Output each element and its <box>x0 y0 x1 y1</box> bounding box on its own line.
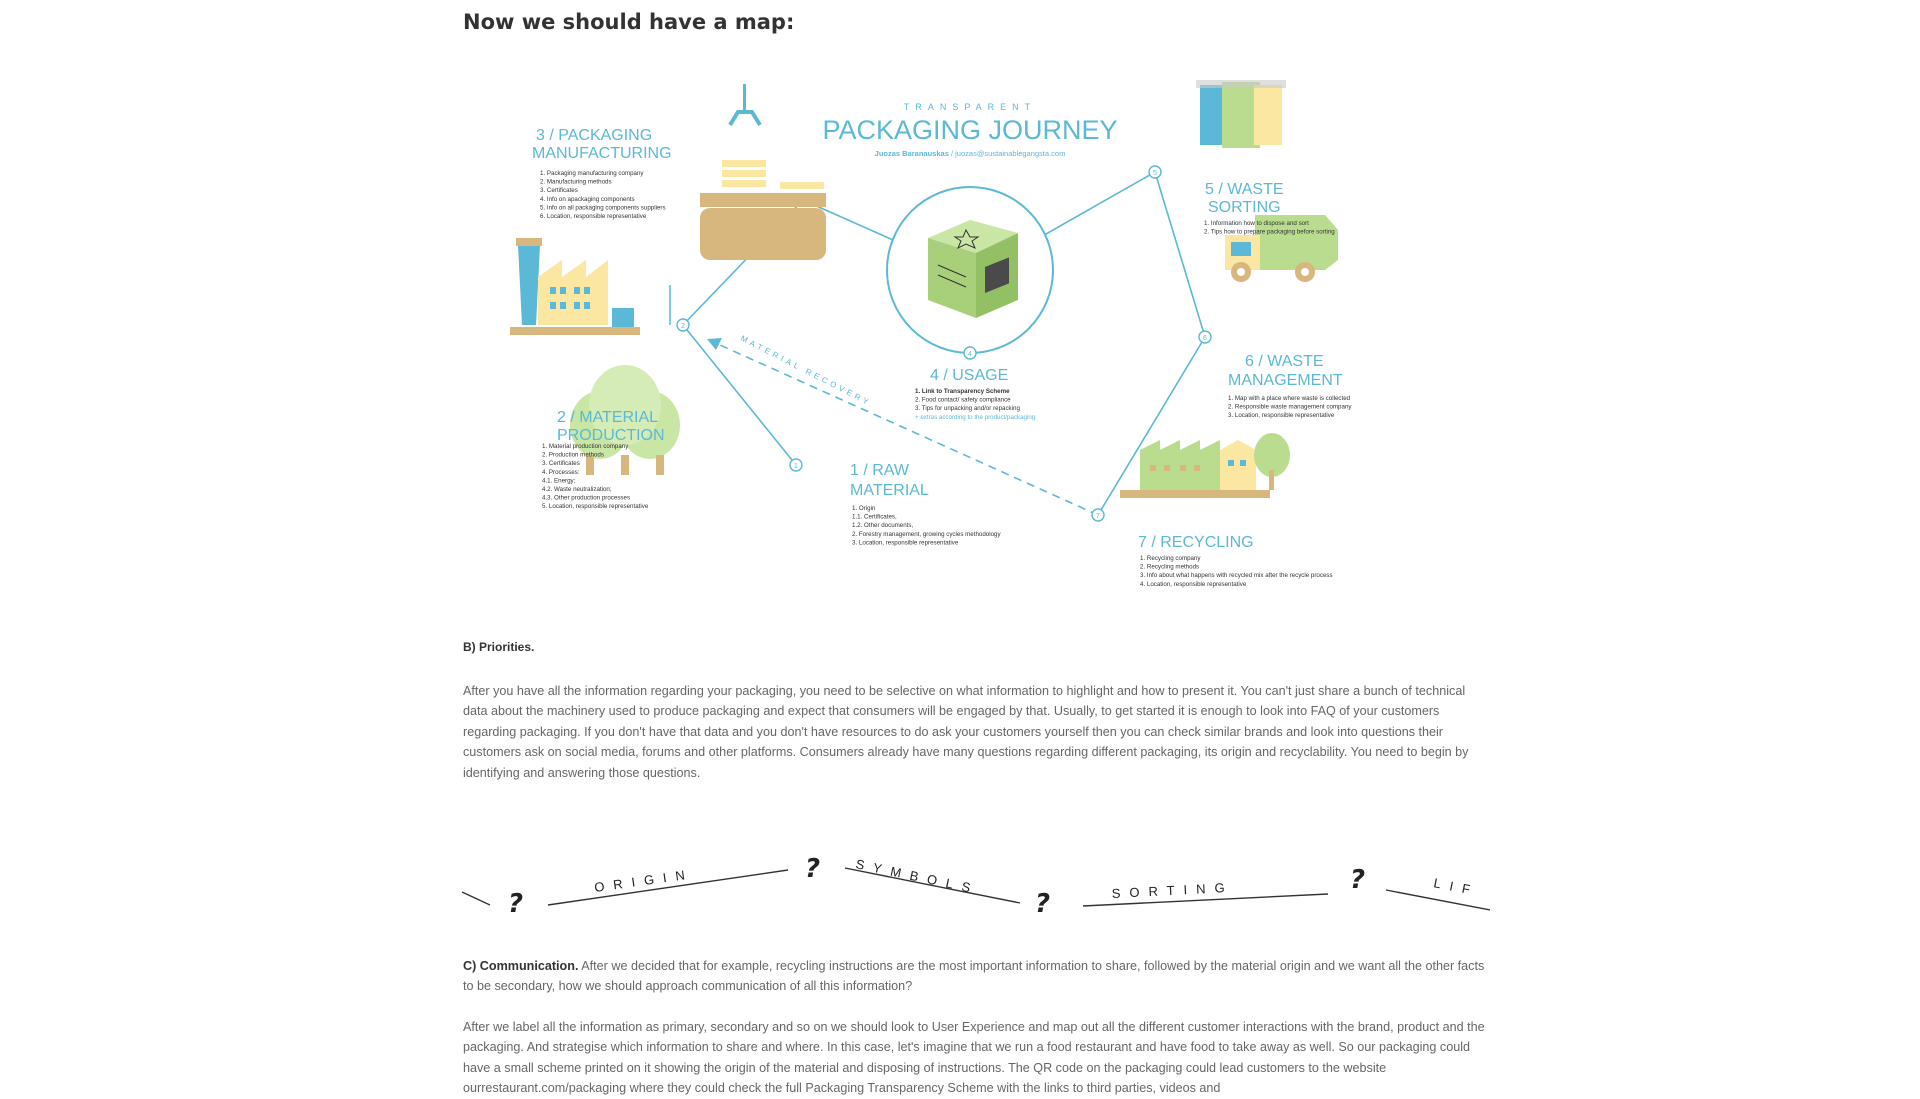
stage-usage-item: + extras according to the product/packag… <box>915 414 1036 421</box>
infographic-title: PACKAGING JOURNEY <box>822 115 1117 145</box>
stage-raw-item: 1. Origin <box>852 505 876 512</box>
ux-paragraph: After we label all the information as pr… <box>463 1020 1485 1096</box>
stage-usage-item: 3. Tips for unpacking and/or repacking <box>915 405 1020 412</box>
stage-packaging-item: 5. Info on all packaging components supp… <box>540 204 666 211</box>
word-sorting: SORTING <box>1111 880 1234 901</box>
trees-icon <box>570 365 680 475</box>
marker-7: 7 <box>1096 513 1100 520</box>
stage-waste-item: 1. Map with a place where waste is colle… <box>1228 395 1351 402</box>
stage-raw-item: 1.1. Certificates, <box>852 514 897 521</box>
stage-material-item: 5. Location, responsible representative <box>542 503 649 510</box>
question-mark-3: ? <box>1035 889 1050 919</box>
stage-raw-item: 3. Location, responsible representative <box>852 539 959 546</box>
recycling-factory-icon <box>1120 380 1290 498</box>
question-mark-2: ? <box>805 854 820 884</box>
priorities-paragraph: After you have all the information regar… <box>463 684 1469 780</box>
stage-usage-item: 1. Link to Transparency Scheme <box>915 388 1010 395</box>
stage-raw-item: 2. Forestry management, growing cycles m… <box>852 531 1001 538</box>
stage-recycling-item: 4. Location, responsible representative <box>1140 581 1247 588</box>
word-symbols: SYMBOLS <box>854 856 980 897</box>
communication-text: After we decided that for example, recyc… <box>463 959 1485 994</box>
question-mark-1: ? <box>508 889 523 919</box>
waste-truck-icon <box>1225 215 1338 282</box>
communication-paragraph: C) Communication. After we decided that … <box>463 956 1485 997</box>
stage-usage-item: 2. Food contact/ safety compliance <box>915 397 1011 404</box>
stage-sorting-item: 2. Tips how to prepare packaging before … <box>1204 229 1335 236</box>
stage-3-title-line1: 3 / PACKAGING <box>536 127 652 144</box>
arc-label: MATERIAL RECOVERY <box>739 334 873 408</box>
stage-recycling-item: 1. Recycling company <box>1140 555 1201 562</box>
stage-material-item: 4.3. Other production processes <box>542 495 630 502</box>
stage-packaging-item: 6. Location, responsible representative <box>540 213 647 220</box>
stage-packaging-item: 3. Certificates <box>540 187 578 194</box>
stage-sorting-item: 1. Information how to dispose and sort <box>1204 220 1309 227</box>
stage-packaging-item: 4. Info on apackaging components <box>540 196 635 203</box>
stage-6-title-line2: MANAGEMENT <box>1228 372 1343 389</box>
priorities-title: B) Priorities. <box>463 640 535 654</box>
stage-material-item: 2. Production methods <box>542 452 604 459</box>
marker-1: 1 <box>794 463 798 470</box>
word-lif: LIF <box>1432 875 1480 898</box>
stage-material-item: 4. Processes: <box>542 469 580 476</box>
stage-3-title-line2: MANUFACTURING <box>532 145 672 162</box>
stage-5-title-line2: SORTING <box>1208 199 1281 216</box>
stage-4-title: 4 / USAGE <box>930 367 1008 384</box>
stage-1-title-line2: MATERIAL <box>850 482 929 499</box>
waste-bins-icon <box>1196 80 1286 148</box>
communication-title: C) Communication. <box>463 959 579 973</box>
stage-2-title-line2: PRODUCTION <box>557 427 665 444</box>
stage-material-item: 1. Material production company <box>542 443 629 450</box>
stage-waste-item: 2. Responsible waste management company <box>1228 404 1352 411</box>
stage-2-title-line1: 2 / MATERIAL <box>557 409 658 426</box>
infographic-credit: Juozas Baranauskas / juozas@sustainableg… <box>875 149 1066 158</box>
stage-recycling-item: 2. Recycling methods <box>1140 564 1199 571</box>
question-mark-4: ? <box>1350 865 1365 895</box>
box-icon <box>928 220 1018 318</box>
stage-raw-item: 1.2. Other documents, <box>852 522 914 529</box>
marker-2: 2 <box>681 323 685 330</box>
stage-material-item: 4.2. Waste neutralization; <box>542 486 612 493</box>
factory-icon <box>510 238 671 335</box>
questions-word-strip: ? ? ? ? ORIGIN SYMBOLS SORTING LIF <box>461 854 1490 919</box>
stage-packaging-item: 2. Manufacturing methods <box>540 179 612 186</box>
infographic-kicker: TRANSPARENT <box>904 102 1036 112</box>
marker-5: 5 <box>1153 170 1157 177</box>
stage-waste-item: 3. Location, responsible representative <box>1228 412 1335 419</box>
marker-6: 6 <box>1203 335 1207 342</box>
stage-packaging-item: 1. Packaging manufacturing company <box>540 170 644 177</box>
recovery-arrowhead <box>707 338 722 350</box>
stage-recycling-item: 3. Info about what happens with recycled… <box>1140 572 1333 579</box>
section-heading: Now we should have a map: <box>463 10 795 34</box>
stage-material-item: 3. Certificates <box>542 460 580 467</box>
packaging-machine-icon <box>700 84 826 260</box>
stage-5-title-line1: 5 / WASTE <box>1205 181 1284 198</box>
stage-6-title-line1: 6 / WASTE <box>1245 353 1324 370</box>
stage-7-title: 7 / RECYCLING <box>1138 534 1254 551</box>
stage-material-item: 4.1. Energy; <box>542 477 576 484</box>
marker-4: 4 <box>968 351 972 358</box>
stage-1-title-line1: 1 / RAW <box>850 462 910 479</box>
packaging-journey-infographic: TRANSPARENT PACKAGING JOURNEY Juozas Bar… <box>510 80 1352 588</box>
